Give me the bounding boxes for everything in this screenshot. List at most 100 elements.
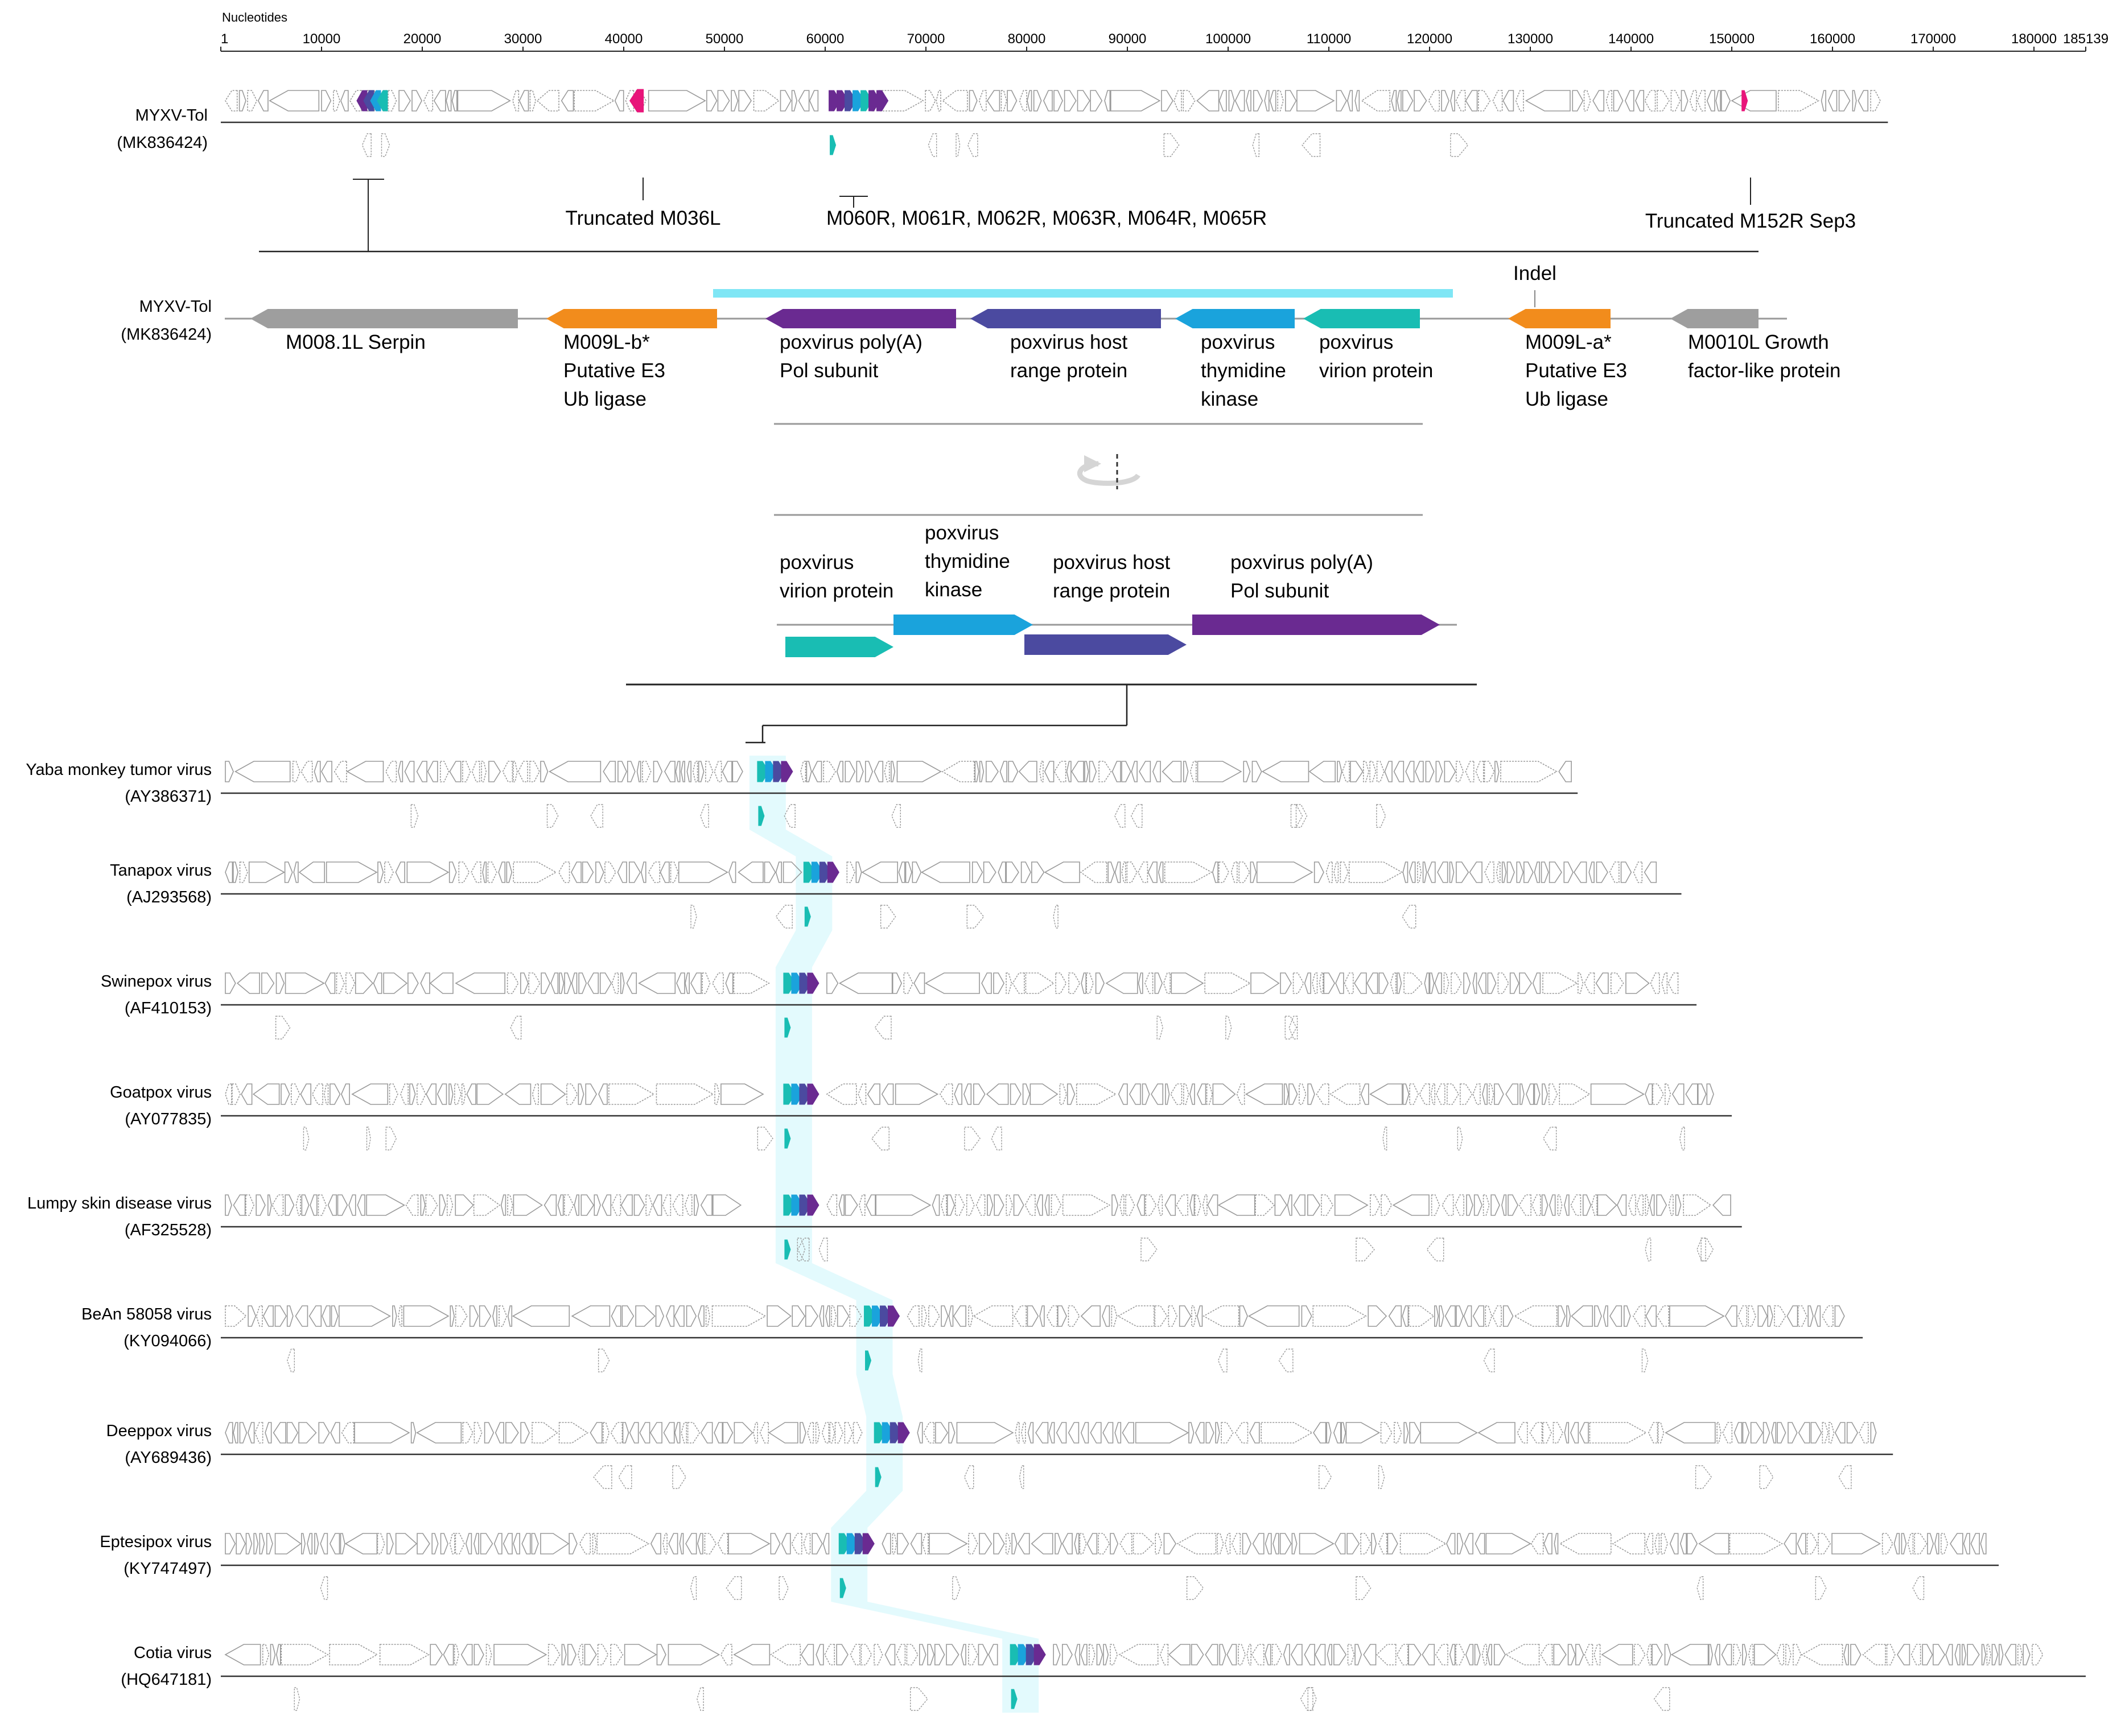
gene-arrow xyxy=(506,972,519,994)
gene-arrow xyxy=(1667,972,1679,994)
gene-arrow xyxy=(1494,1083,1504,1105)
gene-arrow xyxy=(281,1083,290,1105)
gene-arrow xyxy=(655,1305,664,1327)
gene-arrow xyxy=(324,1083,329,1105)
gene-arrow xyxy=(1454,1194,1464,1216)
zoom-gene-label: Ub ligase xyxy=(1525,388,1608,410)
gene-arrow xyxy=(480,1533,493,1554)
gene-arrow xyxy=(1274,1194,1287,1216)
gene-arrow xyxy=(1941,1533,1949,1554)
gene-arrow xyxy=(1066,761,1072,782)
gene-arrow xyxy=(1409,1422,1421,1444)
gene-arrow xyxy=(439,1194,446,1216)
gene-arrow xyxy=(270,1644,276,1665)
gene-arrow xyxy=(1176,1194,1188,1216)
gene-arrow xyxy=(465,1533,472,1554)
gene-arrow xyxy=(1329,1083,1361,1105)
gene-arrow xyxy=(1427,861,1436,883)
gene-arrow xyxy=(611,1194,621,1216)
gene-arrow xyxy=(1283,1644,1290,1665)
gene-arrow xyxy=(1119,1533,1132,1554)
gene-arrow xyxy=(1205,1422,1214,1444)
gene-arrow xyxy=(1970,1533,1980,1554)
gene-arrow xyxy=(407,972,419,994)
gene-arrow xyxy=(377,861,384,883)
gene-arrow xyxy=(753,1422,759,1444)
rearranged-gene-label: virion protein xyxy=(780,580,893,602)
gene-arrow xyxy=(884,1644,896,1665)
reference-genome: MYXV-Tol (MK836424) Truncated M036L M060… xyxy=(117,89,1888,253)
gene-arrow xyxy=(1325,861,1333,883)
gene-arrow xyxy=(1771,1422,1777,1444)
genome-track: Eptesipox virus (KY747497) xyxy=(100,1533,1999,1600)
gene-arrow xyxy=(493,1644,547,1665)
zoom-gene-label: range protein xyxy=(1010,360,1127,382)
cluster-gene-arrow-lower xyxy=(1011,1689,1018,1709)
gene-arrow xyxy=(540,761,549,782)
gene-arrow xyxy=(1136,1194,1145,1216)
gene-arrow xyxy=(1564,1422,1570,1444)
gene-arrow xyxy=(1515,90,1524,112)
gene-arrow xyxy=(846,861,855,883)
gene-arrow xyxy=(1689,90,1697,112)
gene-arrow xyxy=(1465,761,1475,782)
gene-arrow xyxy=(1122,1422,1134,1444)
gene-arrow xyxy=(1852,90,1857,112)
gene-arrow xyxy=(855,861,862,883)
gene-arrow-lower xyxy=(275,1016,291,1040)
gene-arrow xyxy=(801,1644,814,1665)
gene-arrow-lower xyxy=(1053,905,1059,929)
gene-arrow xyxy=(837,1305,850,1327)
gene-arrow xyxy=(1464,1533,1473,1554)
gene-arrow xyxy=(366,1194,406,1216)
gene-arrow xyxy=(1334,1533,1346,1554)
gene-arrow xyxy=(506,861,513,883)
gene-arrow xyxy=(1492,90,1503,112)
gene-arrow xyxy=(298,861,325,883)
gene-arrow xyxy=(322,1305,331,1327)
gene-arrow xyxy=(1552,1422,1564,1444)
genome-accession: (KY094066) xyxy=(123,1332,212,1350)
gene-arrow xyxy=(910,1533,923,1554)
gene-arrow xyxy=(614,90,624,112)
genome-name: Eptesipox virus xyxy=(100,1533,212,1551)
gene-arrow xyxy=(1712,1194,1731,1216)
gene-arrow xyxy=(1043,90,1053,112)
gene-arrow xyxy=(532,1083,539,1105)
gene-arrow xyxy=(1189,761,1197,782)
axis-tick-label: 140000 xyxy=(1608,31,1654,47)
gene-arrow xyxy=(1644,861,1657,883)
gene-arrow xyxy=(1195,1422,1205,1444)
gene-arrow xyxy=(247,90,258,112)
gene-arrow xyxy=(668,1533,678,1554)
gene-arrow-lower xyxy=(1278,1349,1294,1372)
gene-arrow xyxy=(725,972,734,994)
gene-arrow xyxy=(603,1422,610,1444)
rotation-icon-head xyxy=(1084,455,1101,472)
gene-arrow xyxy=(257,90,269,112)
gene-arrow xyxy=(1090,1422,1102,1444)
zoom-gene-arrow xyxy=(1508,309,1611,328)
gene-arrow xyxy=(1164,1194,1176,1216)
genome-track: BeAn 58058 virus (KY094066) xyxy=(81,1305,1863,1372)
gene-arrow xyxy=(547,1644,561,1665)
gene-arrow xyxy=(266,1533,273,1554)
gene-arrow xyxy=(1731,90,1777,112)
gene-arrow xyxy=(420,972,430,994)
gene-arrow xyxy=(864,761,874,782)
gene-arrow xyxy=(1541,861,1549,883)
gene-arrow xyxy=(1886,1644,1896,1665)
gene-arrow xyxy=(225,972,236,994)
gene-arrow xyxy=(561,90,574,112)
gene-arrow xyxy=(1530,1533,1544,1554)
gene-arrow-lower xyxy=(1300,1687,1313,1711)
gene-arrow xyxy=(1472,1083,1481,1105)
gene-arrow xyxy=(1610,972,1624,994)
gene-arrow xyxy=(1455,90,1466,112)
gene-arrow xyxy=(1706,1083,1714,1105)
gene-arrow xyxy=(702,972,711,994)
gene-arrow xyxy=(1429,972,1435,994)
gene-arrow xyxy=(1084,761,1089,782)
gene-arrow xyxy=(627,761,636,782)
gene-arrow xyxy=(1686,1533,1698,1554)
